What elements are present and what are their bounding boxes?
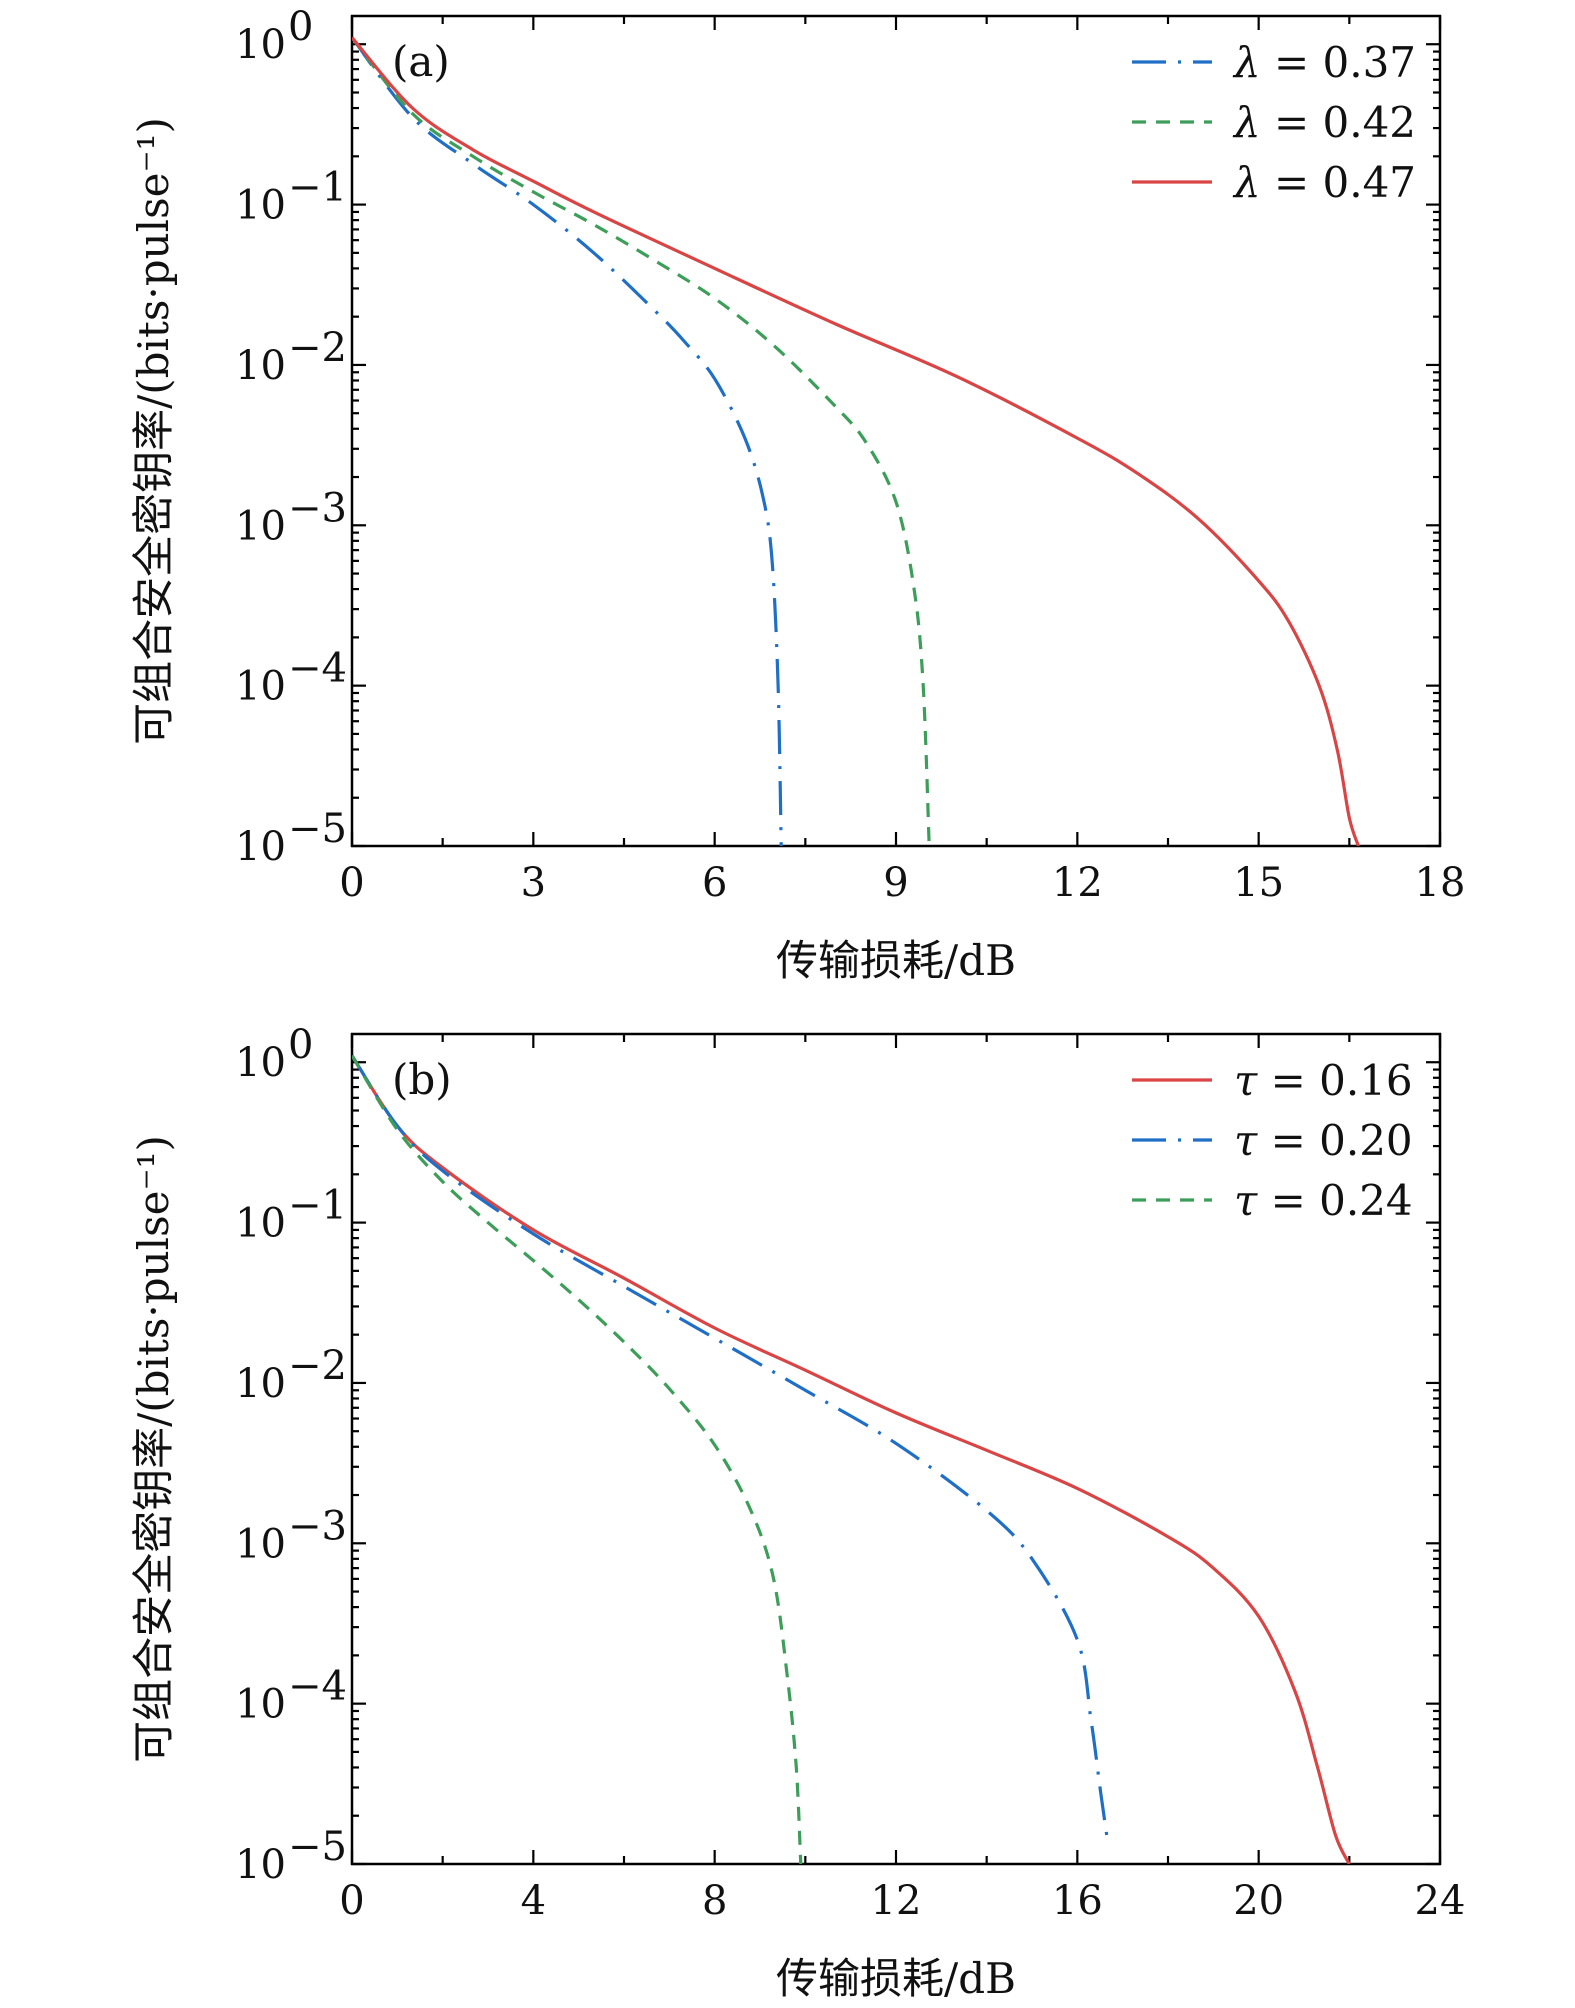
x-tick-label: 6 [702,860,727,906]
x-tick-label: 16 [1052,1878,1103,1924]
series-line-3 [352,36,1360,846]
series-line-2 [352,36,931,846]
legend-b: τ = 0.16 τ = 0.20 τ = 0.24 [1132,1056,1413,1225]
y-tick-label: 10 [235,1201,286,1247]
y-tick-exponent: −1 [288,1183,347,1229]
y-tick-exponent: 0 [288,4,313,50]
legend-label-3: λ = 0.47 [1232,158,1416,207]
legend-label-1: τ = 0.16 [1234,1056,1413,1105]
series-line-1 [352,1054,1351,1864]
y-tick-exponent: 0 [288,1022,313,1068]
y-tick-exponent: −5 [288,806,347,852]
y-axis-label-a: 可组合安全密钥率/(bits·pulse⁻¹) [129,117,178,745]
y-tick-exponent: −2 [288,1343,347,1389]
y-tick-label: 10 [235,1040,286,1086]
y-tick-label: 10 [235,1842,286,1888]
y-tick-label: 10 [235,183,286,229]
ticks-b [350,1034,1442,1866]
y-tick-exponent: −4 [288,646,347,692]
y-tick-exponent: −4 [288,1664,347,1710]
y-tick-exponent: −3 [288,1503,347,1549]
y-tick-exponent: −3 [288,485,347,531]
x-tick-label: 9 [883,860,908,906]
legend-label-1: λ = 0.37 [1232,38,1416,87]
x-tick-label: 8 [702,1878,727,1924]
y-tick-label: 10 [235,22,286,68]
y-tick-label: 10 [235,824,286,870]
y-tick-label: 10 [235,1682,286,1728]
series-line-3 [352,1054,803,1864]
legend-a: λ = 0.37 λ = 0.42 λ = 0.47 [1132,38,1416,207]
panel-label-b: (b) [392,1055,452,1104]
ticks-a [350,16,1442,848]
x-tick-label: 24 [1415,1878,1466,1924]
x-tick-label: 0 [339,860,364,906]
x-tick-label: 4 [521,1878,546,1924]
x-tick-label: 3 [521,860,546,906]
series-line-1 [352,36,783,846]
x-tick-label: 12 [1052,860,1103,906]
y-axis-label-b: 可组合安全密钥率/(bits·pulse⁻¹) [129,1135,178,1763]
y-tick-label: 10 [235,664,286,710]
x-axis-label-a: 传输损耗/dB [776,936,1016,985]
y-tick-label: 10 [235,1361,286,1407]
y-tick-exponent: −5 [288,1824,347,1870]
series-line-2 [352,1054,1109,1837]
x-tick-label: 0 [339,1878,364,1924]
x-tick-label: 18 [1415,860,1466,906]
panel-label-a: (a) [392,37,450,86]
x-tick-label: 12 [871,1878,922,1924]
legend-label-2: τ = 0.20 [1234,1116,1413,1165]
y-tick-label: 10 [235,503,286,549]
curves-a [352,36,1360,846]
x-tick-label: 20 [1233,1878,1284,1924]
y-tick-exponent: −1 [288,165,347,211]
x-axis-label-b: 传输损耗/dB [776,1954,1016,2003]
y-tick-exponent: −2 [288,325,347,371]
y-tick-label: 10 [235,1521,286,1567]
y-tick-label: 10 [235,343,286,389]
curves-b [352,1054,1351,1864]
legend-label-3: τ = 0.24 [1234,1176,1413,1225]
legend-label-2: λ = 0.42 [1232,98,1416,147]
x-tick-label: 15 [1233,860,1284,906]
